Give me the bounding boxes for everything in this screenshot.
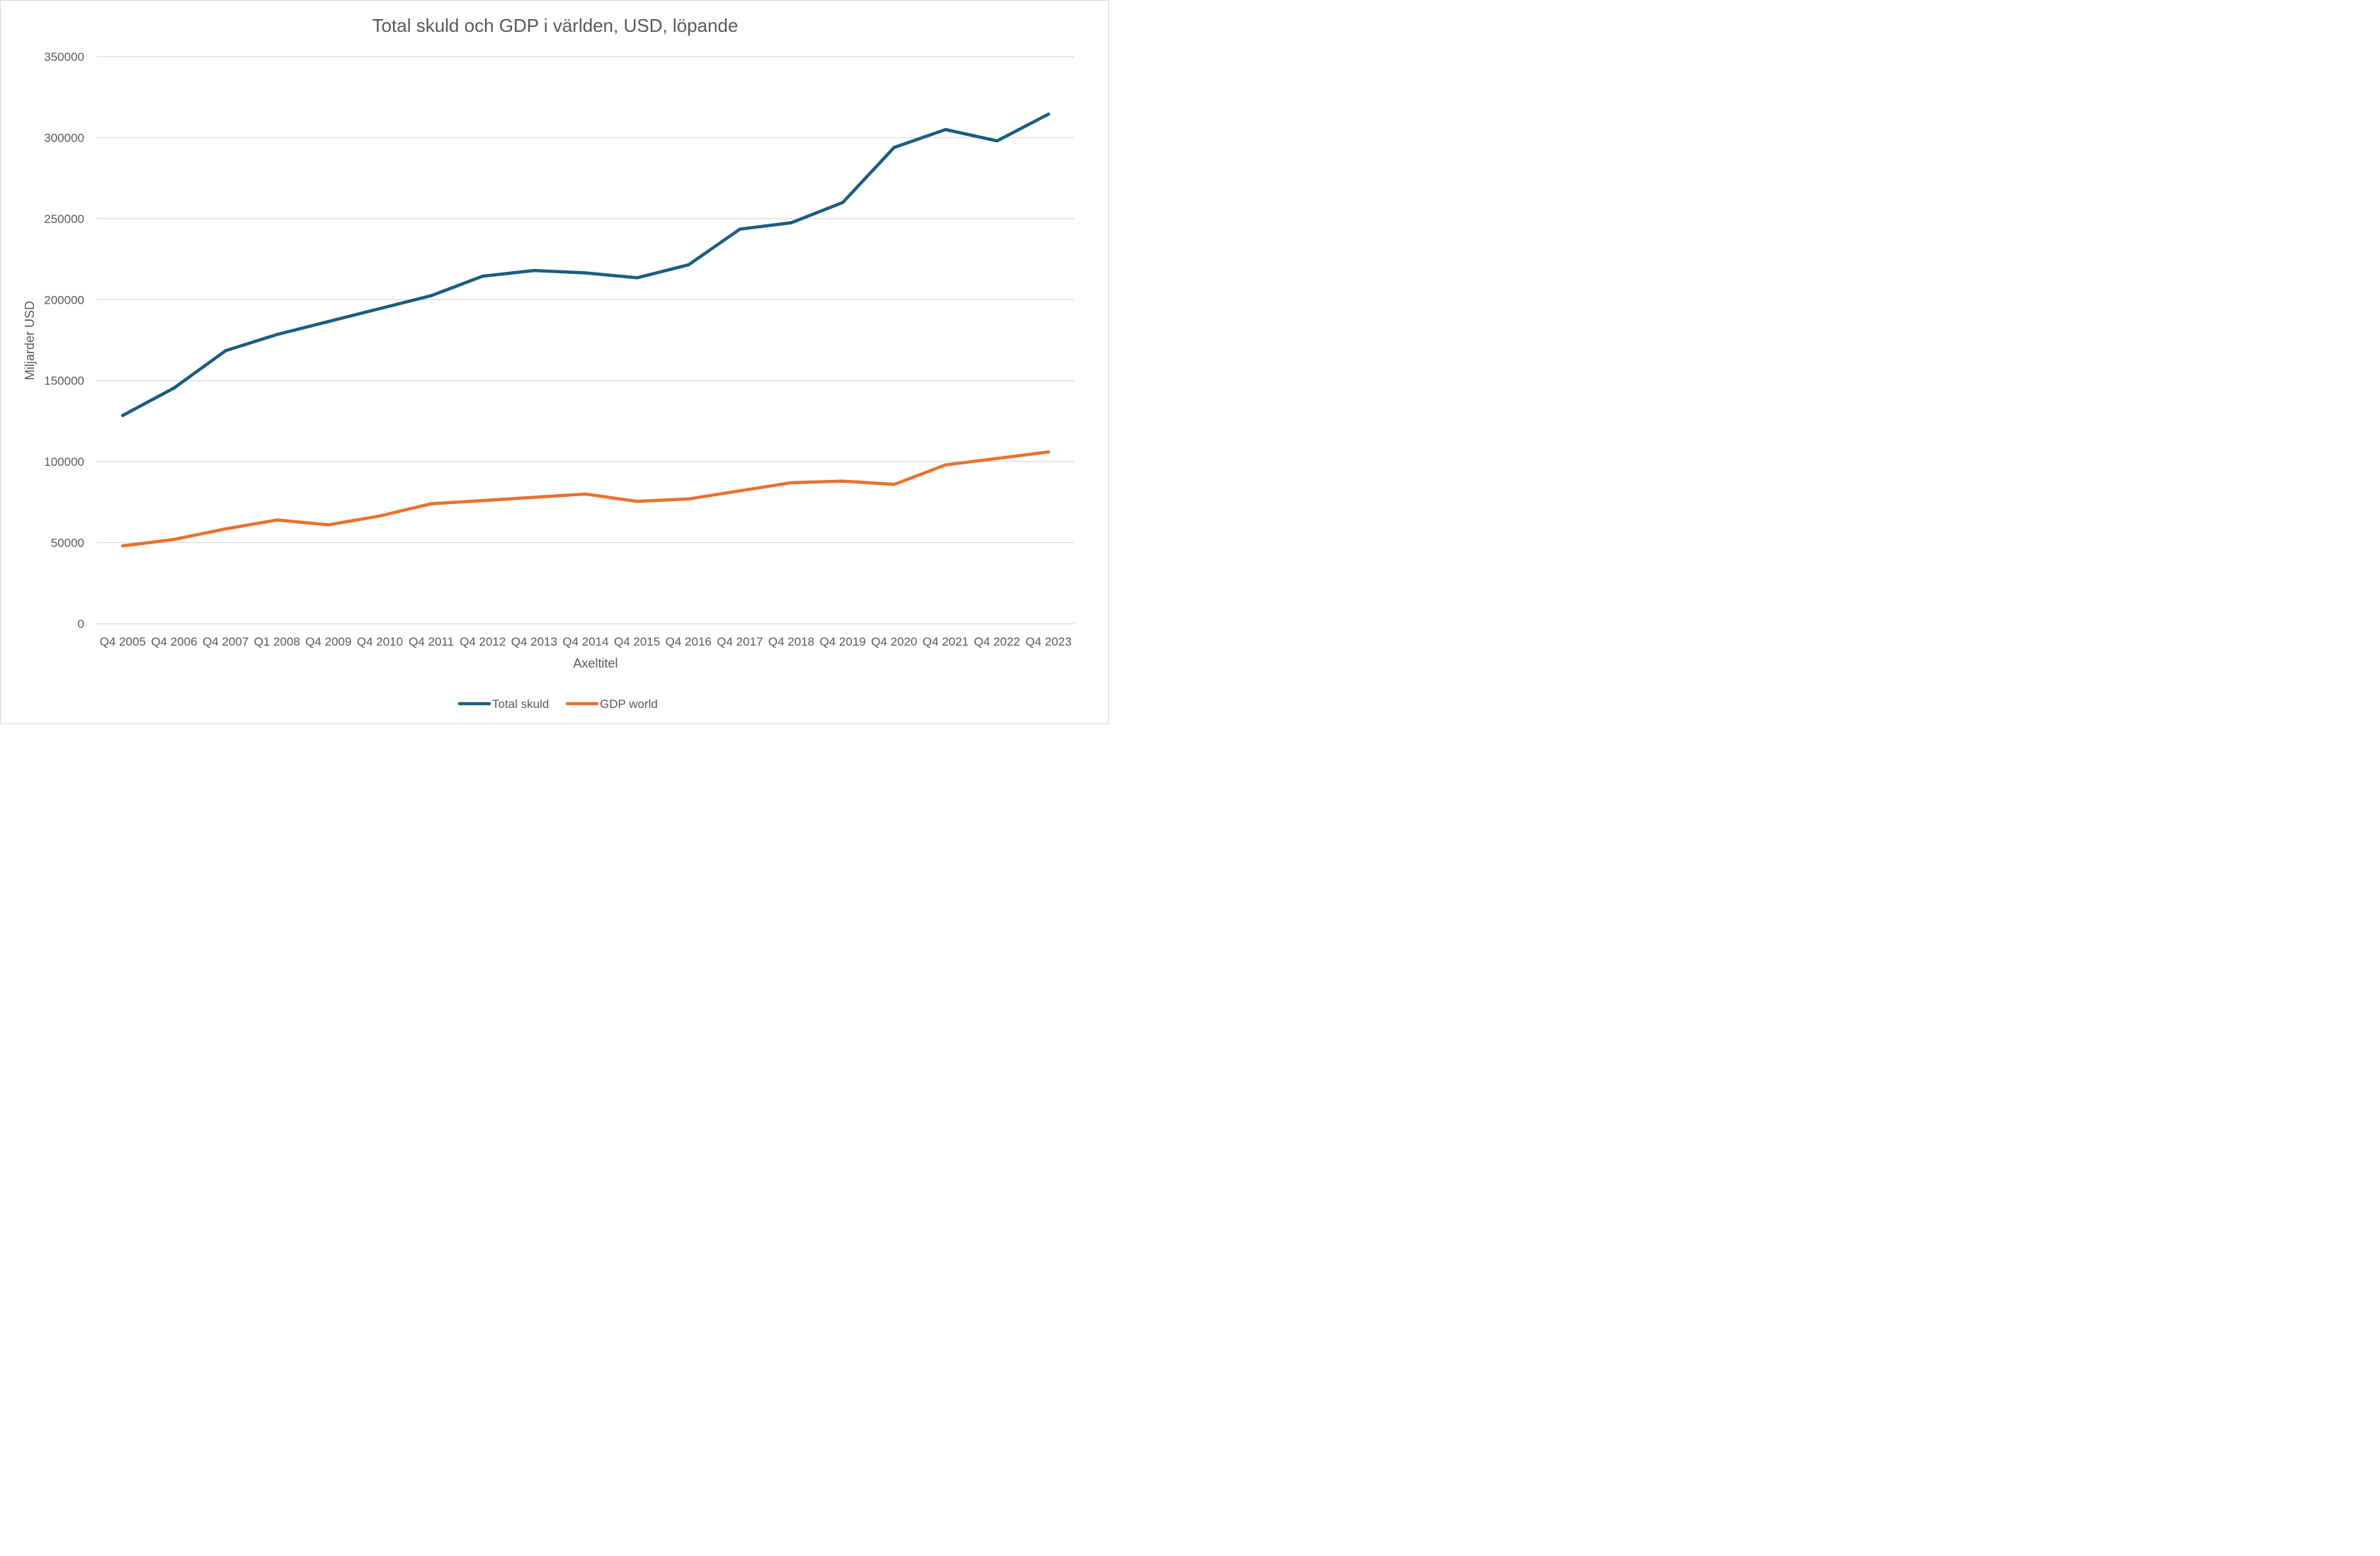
data-point — [892, 145, 896, 149]
data-point — [429, 294, 433, 297]
y-tick-label: 150000 — [44, 374, 84, 388]
y-tick-label: 200000 — [44, 293, 84, 307]
x-tick-label: Q4 2019 — [820, 635, 866, 648]
data-point — [841, 200, 845, 205]
x-tick-label: Q4 2016 — [666, 635, 712, 648]
y-axis-ticks: 0 50000 100000 150000 200000 250000 300000 3500… — [44, 50, 84, 631]
legend-label: GDP world — [600, 697, 658, 711]
data-point — [378, 514, 382, 518]
x-tick-label: Q4 2020 — [871, 635, 917, 648]
y-axis-title: Miljarder USD — [23, 301, 37, 380]
x-tick-label: Q1 2008 — [254, 635, 300, 648]
y-tick-label: 100000 — [44, 455, 84, 469]
data-point — [481, 274, 484, 278]
data-point — [790, 221, 793, 224]
x-axis-title: Axeltitel — [573, 656, 617, 670]
data-point — [583, 492, 588, 496]
x-tick-label: Q4 2012 — [460, 635, 506, 648]
x-tick-label: Q4 2023 — [1025, 635, 1071, 648]
chart-title: Total skuld och GDP i världen, USD, löpa… — [372, 15, 739, 36]
data-point — [121, 544, 125, 548]
x-tick-label: Q4 2009 — [305, 635, 351, 648]
legend-label: Total skuld — [492, 697, 549, 711]
x-tick-label: Q4 2005 — [100, 635, 146, 648]
y-tick-label: 0 — [78, 617, 84, 631]
x-tick-label: Q4 2011 — [409, 635, 454, 648]
data-point — [533, 496, 536, 499]
data-point — [583, 271, 588, 275]
data-point — [1047, 450, 1050, 454]
x-tick-label: Q4 2015 — [614, 635, 660, 648]
data-point — [635, 500, 639, 503]
x-tick-label: Q4 2014 — [562, 635, 608, 648]
data-point — [995, 457, 999, 460]
legend: Total skuld GDP world — [457, 697, 658, 711]
x-tick-label: Q4 2010 — [357, 635, 403, 648]
data-point — [326, 523, 331, 527]
data-point — [533, 268, 536, 273]
y-tick-label: 50000 — [51, 537, 84, 550]
line-chart: Total skuld och GDP i världen, USD, löpa… — [23, 15, 1074, 711]
x-tick-label: Q4 2018 — [768, 635, 814, 648]
data-point — [481, 498, 484, 503]
y-tick-label: 350000 — [44, 50, 84, 64]
x-tick-label: Q4 2017 — [717, 635, 763, 648]
data-point — [790, 481, 793, 485]
chart-frame: Total skuld och GDP i världen, USD, löpa… — [0, 0, 1109, 724]
x-axis-ticks: Q4 2005 Q4 2006 Q4 2007 Q1 2008 Q4 2009 Q4 20… — [100, 635, 1072, 648]
series-line-1 — [121, 112, 1050, 418]
data-point — [892, 482, 896, 486]
data-point — [224, 349, 227, 353]
data-point — [944, 127, 947, 132]
data-point — [738, 227, 742, 231]
x-tick-label: Q4 2013 — [511, 635, 557, 648]
gridlines — [97, 56, 1074, 624]
series-lines — [121, 112, 1050, 548]
x-tick-label: Q4 2022 — [974, 635, 1020, 648]
data-point — [275, 518, 279, 522]
data-point — [635, 276, 639, 280]
data-point — [687, 497, 690, 500]
data-point — [275, 333, 279, 336]
series-line-2 — [121, 450, 1050, 548]
data-point — [1047, 113, 1050, 116]
x-tick-label: Q4 2007 — [203, 635, 249, 648]
data-point — [995, 139, 999, 143]
data-point — [429, 502, 433, 505]
x-tick-label: Q4 2006 — [151, 635, 197, 648]
data-point — [687, 263, 690, 267]
data-point — [326, 319, 331, 324]
y-tick-label: 250000 — [44, 212, 84, 226]
data-point — [841, 479, 845, 483]
data-point — [378, 307, 382, 311]
data-point — [172, 537, 176, 542]
data-point — [121, 413, 125, 418]
data-point — [944, 463, 947, 467]
y-tick-label: 300000 — [44, 131, 84, 144]
data-point — [224, 527, 227, 531]
data-point — [738, 489, 742, 493]
x-tick-label: Q4 2021 — [923, 635, 969, 648]
data-point — [172, 386, 176, 390]
